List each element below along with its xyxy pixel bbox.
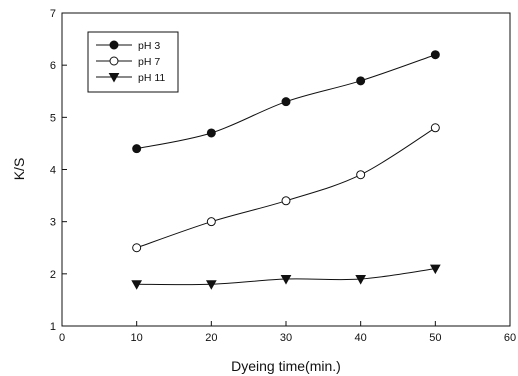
legend-marker: [109, 40, 119, 50]
data-point: [281, 196, 291, 206]
data-point: [281, 97, 291, 107]
data-point: [430, 50, 440, 60]
legend-label: pH 11: [138, 72, 165, 84]
data-point: [280, 275, 292, 285]
y-tick-label: 2: [50, 269, 56, 281]
series-3: [131, 264, 441, 290]
x-tick-label: 20: [205, 332, 217, 344]
data-point: [131, 280, 143, 290]
data-point: [355, 275, 367, 285]
legend-label: pH 3: [138, 40, 160, 52]
series-layer: [131, 50, 441, 290]
data-point: [429, 264, 441, 275]
y-tick-label: 1: [50, 321, 56, 333]
data-point: [430, 123, 440, 133]
legend-marker: [109, 56, 119, 66]
x-tick-label: 40: [355, 332, 367, 344]
x-axis-title: Dyeing time(min.): [231, 358, 341, 374]
series-line: [136, 127, 436, 249]
data-point: [132, 144, 142, 154]
y-tick-label: 7: [50, 8, 56, 20]
x-tick-label: 0: [59, 332, 65, 344]
series-1: [132, 50, 440, 154]
data-point: [206, 128, 216, 138]
x-axis-ticks: 0 10 20 30 40 50 60: [59, 321, 516, 344]
data-point: [132, 243, 142, 253]
data-point: [356, 76, 366, 86]
legend: pH 3 pH 7 pH 11: [87, 31, 179, 93]
x-tick-label: 30: [280, 332, 292, 344]
y-tick-label: 4: [50, 165, 56, 177]
x-tick-label: 10: [131, 332, 143, 344]
y-axis-ticks: 1 2 3 4 5 6 7: [50, 8, 67, 333]
data-point: [356, 170, 366, 180]
x-tick-label: 50: [429, 332, 441, 344]
data-point: [205, 280, 217, 290]
y-tick-label: 3: [50, 217, 56, 229]
y-tick-label: 6: [50, 60, 56, 72]
x-tick-label: 60: [504, 332, 516, 344]
legend-label: pH 7: [138, 56, 160, 68]
legend-box: [87, 31, 179, 93]
data-point: [206, 217, 216, 227]
series-2: [132, 123, 440, 253]
legend-marker: [108, 73, 120, 83]
y-tick-label: 5: [50, 112, 56, 124]
y-axis-title: K/S: [11, 158, 27, 181]
